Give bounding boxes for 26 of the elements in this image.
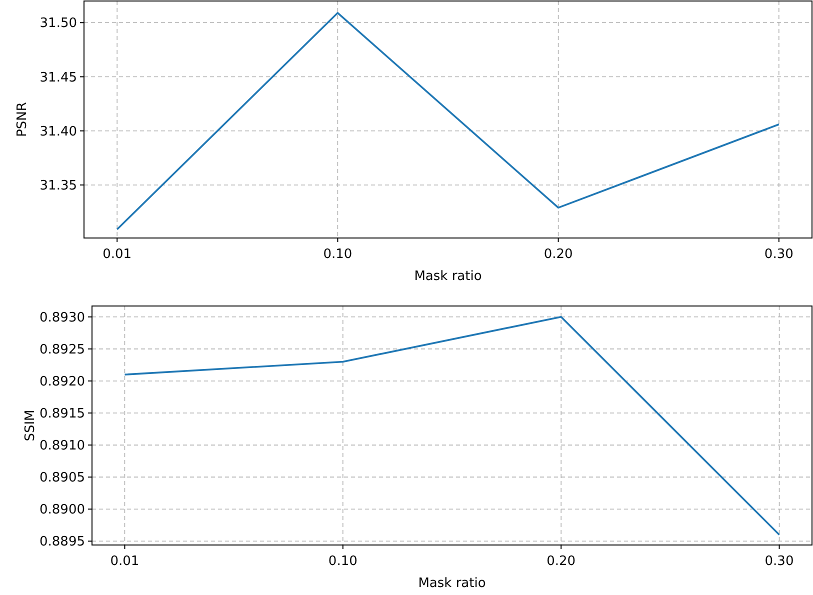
y-tick-label: 0.8930 xyxy=(40,310,85,326)
x-tick-label: 0.20 xyxy=(544,247,573,262)
y-tick-label: 0.8895 xyxy=(40,534,85,550)
x-axis-title: Mask ratio xyxy=(414,269,482,284)
y-tick-label: 0.8925 xyxy=(40,342,85,358)
y-tick-label: 0.8905 xyxy=(40,470,85,486)
x-tick-label: 0.30 xyxy=(764,247,794,262)
line-series xyxy=(124,316,780,536)
y-tick-label: 31.35 xyxy=(40,178,77,194)
x-tick-label: 0.10 xyxy=(328,554,358,569)
y-tick-label: 0.8910 xyxy=(40,438,85,454)
line-series xyxy=(116,12,780,230)
y-tick-label: 31.50 xyxy=(40,16,77,32)
y-axis-title: SSIM xyxy=(23,410,38,442)
x-axis-title: Mask ratio xyxy=(418,576,486,591)
x-tick-label: 0.10 xyxy=(323,247,352,262)
y-tick-label: 31.40 xyxy=(40,124,77,140)
y-tick-label: 0.8915 xyxy=(40,406,85,422)
x-tick-label: 0.01 xyxy=(102,247,132,262)
x-tick-label: 0.01 xyxy=(110,554,140,569)
y-tick-label: 0.8900 xyxy=(40,502,85,518)
x-tick-label: 0.30 xyxy=(764,554,794,569)
x-tick-label: 0.20 xyxy=(546,554,576,569)
y-tick-label: 0.8920 xyxy=(40,374,85,390)
y-axis-title: PSNR xyxy=(15,102,30,137)
y-tick-label: 31.45 xyxy=(40,70,77,86)
